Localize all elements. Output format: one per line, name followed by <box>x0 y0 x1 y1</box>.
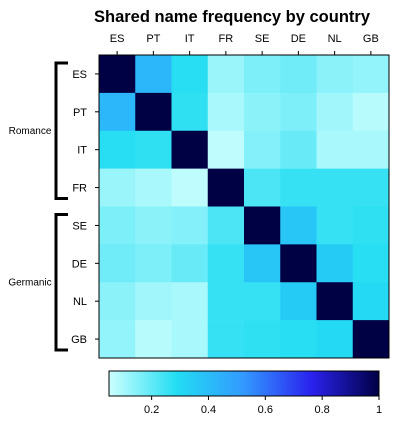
cell-it-it <box>171 130 209 169</box>
y-tick-label: FR <box>72 183 87 195</box>
y-tick-label: SE <box>72 220 87 232</box>
cell-se-it <box>171 206 209 245</box>
cell-fr-nl <box>316 168 354 207</box>
cell-pt-nl <box>316 92 354 132</box>
y-tick-label: DE <box>72 258 87 270</box>
cell-se-gb <box>352 206 390 245</box>
cell-fr-gb <box>352 168 390 207</box>
cell-gb-nl <box>316 320 354 359</box>
plot-frame <box>98 54 390 359</box>
cell-pt-it <box>171 92 209 132</box>
x-tick-label: GB <box>363 33 379 45</box>
cell-it-nl <box>316 130 354 169</box>
cell-es-it <box>171 55 209 94</box>
y-tick-label: NL <box>73 296 87 308</box>
cell-es-de <box>280 55 317 94</box>
colorbar-tick-label: 0.6 <box>258 404 273 416</box>
cell-gb-it <box>171 320 209 359</box>
cell-de-gb <box>352 244 390 283</box>
cell-se-pt <box>135 206 172 245</box>
x-axis-ticks: ES PT IT FR SE DE NL GB <box>110 33 379 55</box>
y-tick-label: IT <box>77 145 87 157</box>
colorbar-gradient <box>108 370 380 397</box>
cell-se-es <box>99 206 136 245</box>
cell-nl-fr <box>207 282 245 321</box>
heatmap-cells <box>99 55 390 359</box>
cell-es-se <box>244 55 281 94</box>
cell-it-es <box>99 130 136 169</box>
cell-es-pt <box>135 55 172 94</box>
colorbar-tick-label: 0.8 <box>315 404 330 416</box>
colorbar-tick-label: 1 <box>376 404 382 416</box>
cell-gb-se <box>244 320 281 359</box>
colorbar: 0.2 0.4 0.6 0.8 1 <box>108 370 382 416</box>
cell-se-de <box>280 206 317 245</box>
cell-nl-it <box>171 282 209 321</box>
cell-es-fr <box>207 55 245 94</box>
cell-fr-pt <box>135 168 172 207</box>
cell-pt-gb <box>352 92 390 132</box>
cell-gb-pt <box>135 320 172 359</box>
group-bracket <box>54 213 68 352</box>
cell-nl-nl <box>316 282 354 321</box>
cell-fr-fr <box>207 168 245 207</box>
group-label: Romance <box>9 126 52 137</box>
cell-es-es <box>99 55 136 94</box>
cell-de-pt <box>135 244 172 283</box>
cell-gb-de <box>280 320 317 359</box>
x-tick-label: NL <box>328 33 342 45</box>
cell-es-gb <box>352 55 390 94</box>
y-axis-ticks: ES PT IT FR SE DE NL GB <box>71 69 99 346</box>
cell-de-de <box>280 244 317 283</box>
cell-nl-pt <box>135 282 172 321</box>
colorbar-tick-label: 0.4 <box>201 404 216 416</box>
cell-nl-se <box>244 282 281 321</box>
cell-gb-fr <box>207 320 245 359</box>
cell-de-nl <box>316 244 354 283</box>
x-tick-label: PT <box>146 33 160 45</box>
cell-de-es <box>99 244 136 283</box>
cell-nl-de <box>280 282 317 321</box>
cell-es-nl <box>316 55 354 94</box>
colorbar-tick-label: 0.2 <box>144 404 159 416</box>
y-tick-label: GB <box>71 334 87 346</box>
chart-title: Shared name frequency by country <box>94 8 371 26</box>
y-tick-label: ES <box>72 69 87 81</box>
cell-de-fr <box>207 244 245 283</box>
cell-it-de <box>280 130 317 169</box>
x-tick-label: SE <box>255 33 270 45</box>
cell-it-gb <box>352 130 390 169</box>
cell-pt-es <box>99 92 136 132</box>
cell-nl-gb <box>352 282 390 321</box>
cell-nl-es <box>99 282 136 321</box>
group-label: Germanic <box>8 277 51 288</box>
cell-gb-gb <box>352 320 390 359</box>
cell-it-pt <box>135 130 172 169</box>
cell-de-it <box>171 244 209 283</box>
cell-se-se <box>244 206 281 245</box>
cell-se-fr <box>207 206 245 245</box>
cell-se-nl <box>316 206 354 245</box>
cell-gb-es <box>99 320 136 359</box>
cell-fr-se <box>244 168 281 207</box>
cell-pt-se <box>244 92 281 132</box>
cell-pt-de <box>280 92 317 132</box>
cell-fr-it <box>171 168 209 207</box>
row-group-brackets: Romance Germanic <box>8 61 68 352</box>
cell-it-fr <box>207 130 245 169</box>
group-bracket <box>54 61 68 200</box>
cell-fr-de <box>280 168 317 207</box>
cell-fr-es <box>99 168 136 207</box>
cell-pt-fr <box>207 92 245 132</box>
x-tick-label: ES <box>110 33 125 45</box>
y-tick-label: PT <box>73 107 87 119</box>
x-tick-label: IT <box>185 33 195 45</box>
cell-it-se <box>244 130 281 169</box>
cell-de-se <box>244 244 281 283</box>
x-tick-label: FR <box>219 33 234 45</box>
x-tick-label: DE <box>291 33 306 45</box>
cell-pt-pt <box>135 92 172 132</box>
